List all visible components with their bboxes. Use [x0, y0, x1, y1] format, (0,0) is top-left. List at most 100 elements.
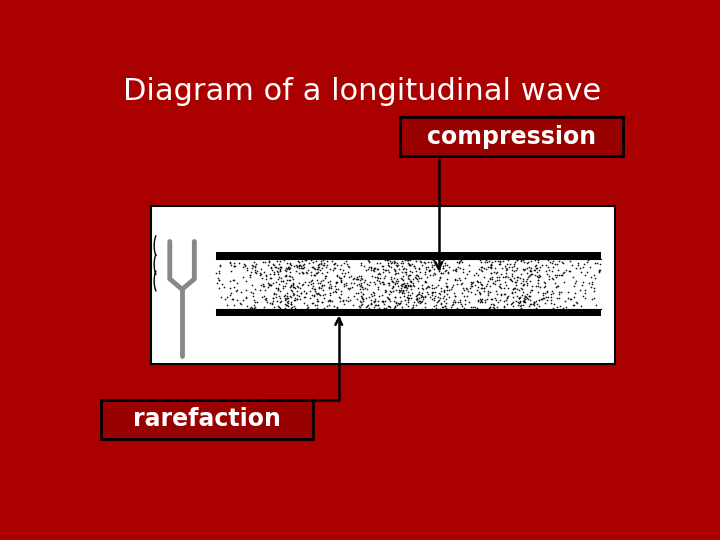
Point	[504, 275, 516, 284]
Point	[495, 260, 506, 268]
Point	[235, 299, 247, 308]
Point	[406, 267, 418, 276]
Point	[575, 301, 586, 310]
Point	[285, 282, 297, 291]
Point	[250, 260, 261, 269]
Point	[543, 263, 554, 272]
Point	[213, 275, 225, 284]
Point	[485, 261, 497, 270]
Point	[401, 278, 413, 287]
Point	[413, 276, 424, 285]
Point	[480, 296, 491, 305]
Point	[382, 294, 394, 303]
Point	[485, 300, 497, 308]
Point	[279, 272, 290, 280]
Point	[433, 289, 445, 298]
Point	[213, 267, 225, 275]
Point	[554, 289, 565, 298]
Point	[446, 302, 457, 311]
Point	[293, 264, 305, 273]
Point	[240, 286, 252, 294]
Point	[413, 289, 424, 298]
Point	[549, 271, 561, 280]
Point	[404, 281, 415, 290]
Point	[291, 295, 302, 303]
Point	[473, 265, 485, 273]
Point	[274, 265, 286, 274]
Point	[258, 282, 270, 291]
Point	[293, 261, 305, 269]
Point	[437, 261, 449, 270]
Point	[282, 275, 293, 284]
Point	[389, 265, 400, 274]
Point	[442, 268, 454, 277]
Point	[503, 292, 514, 301]
Point	[525, 295, 536, 304]
Point	[449, 292, 460, 301]
Point	[228, 259, 240, 268]
Point	[321, 268, 333, 276]
Point	[405, 261, 416, 269]
Point	[528, 301, 540, 309]
Point	[400, 268, 411, 276]
Point	[577, 278, 588, 286]
Point	[589, 294, 600, 303]
Point	[304, 294, 315, 302]
Point	[378, 280, 390, 288]
Point	[344, 284, 356, 293]
Point	[295, 288, 307, 297]
Point	[246, 281, 258, 289]
Point	[472, 278, 484, 286]
Point	[502, 300, 513, 309]
Point	[576, 281, 588, 289]
Point	[317, 268, 328, 277]
Point	[428, 301, 440, 310]
Point	[286, 273, 297, 281]
Point	[226, 294, 238, 303]
Point	[526, 286, 538, 295]
Point	[508, 298, 519, 306]
Point	[533, 296, 544, 305]
Point	[416, 284, 428, 293]
Point	[405, 267, 416, 275]
Point	[381, 293, 392, 301]
Point	[411, 296, 423, 305]
Point	[482, 258, 493, 266]
Point	[463, 298, 474, 306]
Point	[330, 278, 342, 286]
Point	[377, 296, 389, 305]
Point	[289, 296, 300, 305]
Point	[319, 259, 330, 267]
Point	[450, 266, 462, 274]
Point	[529, 271, 541, 280]
Point	[454, 259, 465, 267]
Point	[413, 297, 425, 306]
Point	[278, 284, 289, 292]
Point	[380, 303, 392, 312]
Point	[550, 272, 562, 281]
Point	[397, 275, 409, 284]
Point	[538, 294, 549, 302]
Point	[402, 302, 413, 310]
Point	[588, 271, 600, 280]
Point	[483, 256, 495, 265]
Point	[572, 260, 584, 269]
Point	[579, 293, 590, 302]
Point	[528, 298, 539, 307]
Point	[408, 297, 419, 306]
Point	[510, 287, 521, 296]
Point	[524, 266, 536, 274]
Point	[285, 280, 297, 289]
Point	[395, 299, 406, 308]
Point	[472, 303, 483, 312]
Point	[261, 298, 273, 307]
Point	[439, 302, 451, 310]
Point	[310, 289, 322, 298]
Point	[316, 281, 328, 289]
Point	[322, 278, 333, 287]
Point	[291, 261, 302, 270]
Point	[580, 289, 591, 298]
Point	[424, 265, 436, 274]
Point	[354, 281, 366, 290]
Point	[353, 289, 364, 298]
